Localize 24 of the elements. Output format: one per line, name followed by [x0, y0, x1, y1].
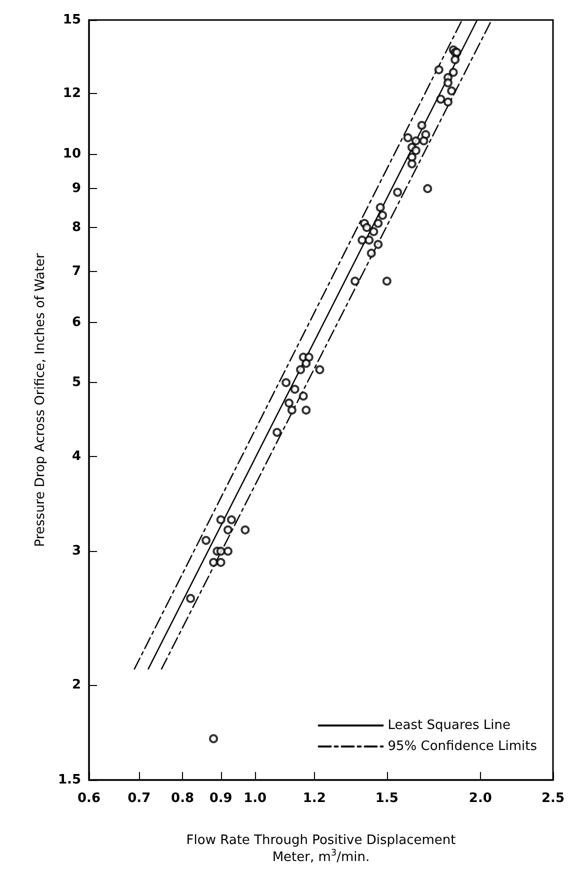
- x-tick-label: 2.0: [468, 791, 492, 806]
- legend-label: Least Squares Line: [388, 718, 510, 733]
- x-tick-label: 0.8: [171, 791, 194, 806]
- legend-label: 95% Confidence Limits: [388, 739, 538, 754]
- x-tick-label: 0.9: [209, 791, 232, 806]
- y-tick-label: 4: [72, 448, 81, 464]
- y-tick-label: 6: [72, 314, 81, 330]
- x-tick-label: 0.6: [77, 791, 101, 806]
- y-tick-label: 1.5: [58, 772, 81, 788]
- y-tick-label: 12: [62, 86, 81, 102]
- x-tick-label: 1.2: [302, 791, 326, 806]
- x-tick-label: 1.5: [375, 791, 398, 806]
- y-tick-label: 9: [72, 181, 81, 196]
- y-tick-label: 8: [72, 220, 81, 235]
- y-tick-label: 10: [62, 146, 81, 162]
- y-axis-title: Pressure Drop Across Orifice, Inches of Water: [33, 252, 48, 547]
- y-tick-label: 15: [62, 12, 81, 28]
- y-tick-label: 5: [72, 375, 81, 390]
- x-tick-label: 0.7: [128, 791, 151, 806]
- y-tick-label: 2: [72, 678, 81, 693]
- x-tick-label: 1.0: [244, 791, 267, 806]
- y-tick-label: 7: [72, 264, 81, 280]
- x-tick-label: 2.5: [541, 791, 565, 806]
- y-tick-label: 3: [72, 544, 81, 559]
